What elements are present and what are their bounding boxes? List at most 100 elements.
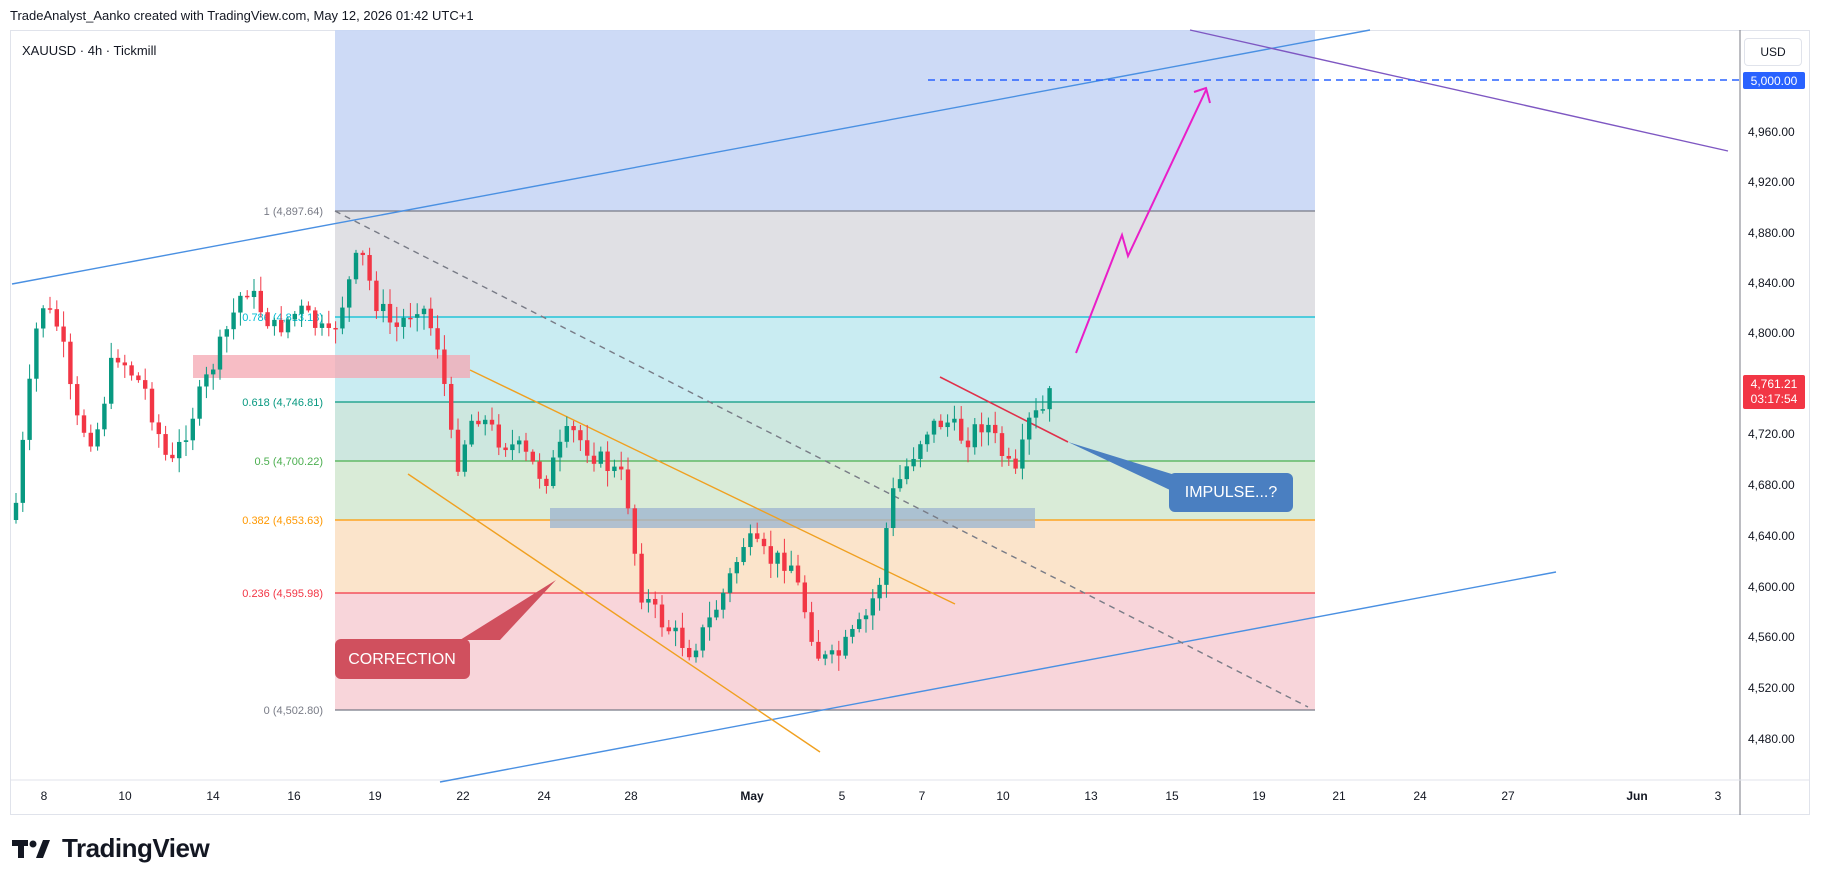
price-tick: 4,600.00 (1748, 580, 1795, 594)
chart-caption: TradeAnalyst_Aanko created with TradingV… (10, 8, 474, 23)
price-tick: 4,560.00 (1748, 630, 1795, 644)
impulse-callout[interactable]: IMPULSE...? (1068, 442, 1293, 512)
candle-body (693, 650, 699, 658)
candle-body (707, 617, 712, 628)
candle-body (27, 378, 32, 440)
time-tick: 3 (1715, 789, 1722, 803)
time-tick: 16 (287, 789, 301, 803)
resistance-zone[interactable] (193, 355, 470, 378)
candle-body (421, 308, 427, 315)
time-tick: 8 (41, 789, 48, 803)
impulse-callout-box (1169, 473, 1293, 512)
price-tick: 4,480.00 (1748, 732, 1795, 746)
candle-body (938, 420, 943, 428)
channel-upper-line[interactable] (11, 29, 1371, 285)
candle-body (41, 308, 46, 329)
support-zone[interactable] (550, 508, 1035, 528)
candle-body (455, 429, 461, 472)
candle-body (789, 565, 794, 571)
candle-body (88, 432, 93, 447)
candle-body (795, 565, 801, 583)
candle-body (319, 323, 325, 328)
candle-body (353, 252, 359, 280)
candle-body (557, 441, 563, 458)
candle-body (585, 440, 590, 456)
time-tick: 14 (206, 789, 220, 803)
candle-body (646, 598, 651, 603)
candle-body (972, 424, 977, 448)
candle-body (13, 502, 19, 520)
candle-body (177, 441, 182, 459)
candle-body (918, 444, 923, 459)
candle-body (47, 308, 53, 310)
candle-body (503, 447, 508, 451)
candle-body (829, 650, 835, 655)
time-tick: Jun (1626, 789, 1647, 803)
candle-body (986, 424, 991, 433)
candle-body (775, 552, 780, 564)
candle-body (591, 455, 597, 464)
candle-body (782, 552, 787, 571)
fib-label-1: 1 (4,897.64) (264, 206, 323, 218)
correction-callout[interactable]: CORRECTION (335, 580, 556, 679)
correction-callout-pointer (460, 580, 556, 640)
candle-body (993, 424, 998, 434)
tradingview-brand[interactable]: TradingView (12, 833, 210, 864)
price-tick: 4,800.00 (1748, 326, 1795, 340)
currency-selector[interactable]: USD (1744, 38, 1802, 66)
price-tick: 4,720.00 (1748, 427, 1795, 441)
wedge-upper-line[interactable] (469, 369, 956, 605)
candle-body (714, 609, 719, 618)
candle-body (523, 440, 529, 452)
channel-lower-line[interactable] (439, 571, 1557, 783)
candle-body (326, 323, 331, 328)
candle-body (979, 424, 984, 433)
candle-body (530, 451, 535, 462)
candle-body (360, 252, 365, 256)
candle-body (721, 592, 726, 610)
candle-body (381, 303, 386, 312)
candle-body (673, 627, 678, 632)
price-axis[interactable]: 4,960.00 4,920.00 4,880.00 4,840.00 4,80… (1743, 72, 1805, 746)
candle-body (156, 422, 161, 435)
candle-body (394, 322, 399, 327)
price-tick: 4,520.00 (1748, 681, 1795, 695)
time-tick: 10 (996, 789, 1010, 803)
candle-body (544, 478, 549, 487)
candle-body (877, 584, 882, 599)
candle-body (435, 328, 440, 350)
time-tick: 13 (1084, 789, 1098, 803)
symbol-label[interactable]: XAUUSD · 4h · Tickmill (22, 43, 157, 58)
candle-body (734, 562, 739, 574)
candle-body (605, 451, 610, 472)
wedge-lower-line[interactable] (407, 473, 821, 753)
red-trendline[interactable] (939, 376, 1069, 443)
candle-body (755, 533, 760, 539)
candle-body (285, 319, 291, 333)
fib-label-0786: 0.786 (4,813.18) (242, 312, 323, 324)
candle-body (1047, 388, 1052, 410)
fib-zone-extension (335, 30, 1315, 211)
fib-label-0618: 0.618 (4,746.81) (242, 397, 323, 409)
candle-body (95, 429, 100, 447)
trend-line-purple[interactable] (1189, 29, 1729, 152)
candle-body (238, 295, 243, 313)
projection-path[interactable] (1075, 89, 1207, 354)
candle-body (449, 383, 454, 430)
candle-body (823, 654, 828, 659)
candle-body (224, 329, 229, 337)
candle-body (469, 420, 474, 445)
candle-body (564, 426, 569, 442)
candle-body (496, 424, 501, 448)
time-tick: 21 (1332, 789, 1346, 803)
candle-body (489, 419, 495, 425)
time-tick: 19 (368, 789, 382, 803)
projection-arrowhead (1193, 86, 1211, 104)
time-tick: 27 (1501, 789, 1515, 803)
candle-body (925, 434, 930, 445)
time-axis[interactable]: 8 10 14 16 19 22 24 28 May 5 7 10 13 15 … (41, 789, 1722, 803)
candle-body (313, 310, 318, 328)
time-tick: 19 (1252, 789, 1266, 803)
candle-body (81, 415, 87, 433)
